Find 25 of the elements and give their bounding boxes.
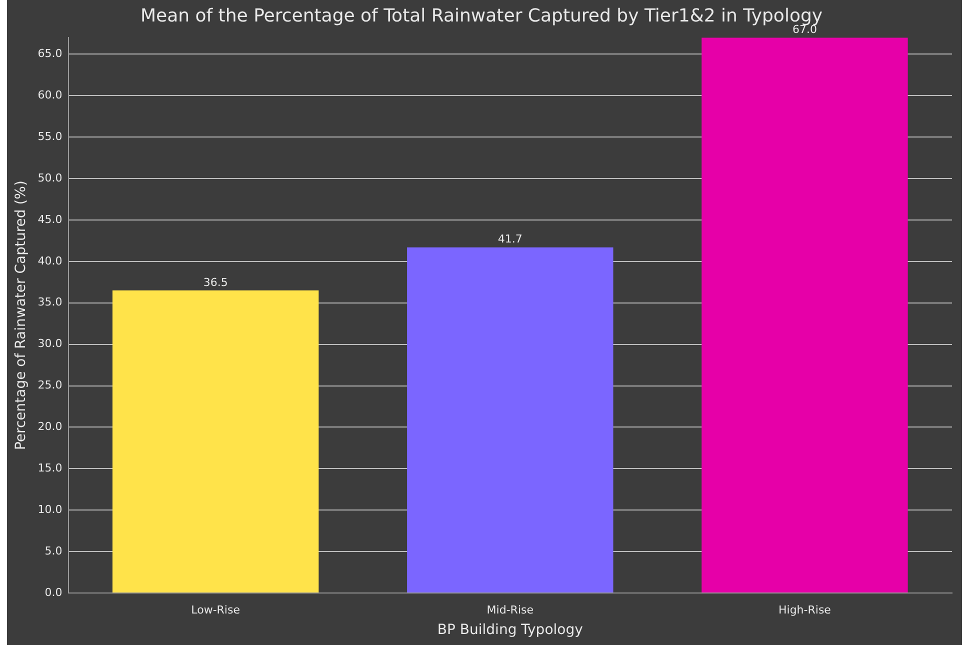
y-tick-label: 50.0 (38, 171, 62, 184)
y-tick-label: 35.0 (38, 296, 62, 309)
y-tick-label: 40.0 (38, 254, 62, 268)
y-tick-label: 20.0 (38, 420, 62, 434)
bar (112, 290, 319, 592)
y-tick-label: 55.0 (38, 130, 62, 143)
y-tick-label: 45.0 (38, 212, 62, 226)
bar (407, 247, 614, 592)
data-label: 36.5 (203, 276, 228, 289)
y-tick-label: 65.0 (38, 47, 62, 60)
y-tick-label: 60.0 (38, 88, 62, 102)
y-axis-title: Percentage of Rainwater Captured (%) (13, 180, 30, 450)
x-tick-label: High-Rise (778, 603, 832, 616)
y-tick-label: 25.0 (38, 378, 62, 392)
bar (702, 38, 908, 592)
y-tick-label: 15.0 (38, 462, 62, 475)
y-tick-label: 10.0 (38, 502, 62, 516)
y-tick-label: 0.0 (44, 586, 62, 599)
chart-title: Mean of the Percentage of Total Rainwater Captured by Tier1&2 in Typology (140, 5, 823, 26)
x-axis-title: BP Building Typology (437, 622, 583, 638)
data-label: 41.7 (498, 232, 522, 246)
x-tick-label: Mid-Rise (486, 603, 534, 616)
x-tick-label: Low-Rise (191, 603, 240, 616)
y-tick-label: 30.0 (38, 337, 62, 350)
y-tick-label: 5.0 (44, 544, 62, 558)
